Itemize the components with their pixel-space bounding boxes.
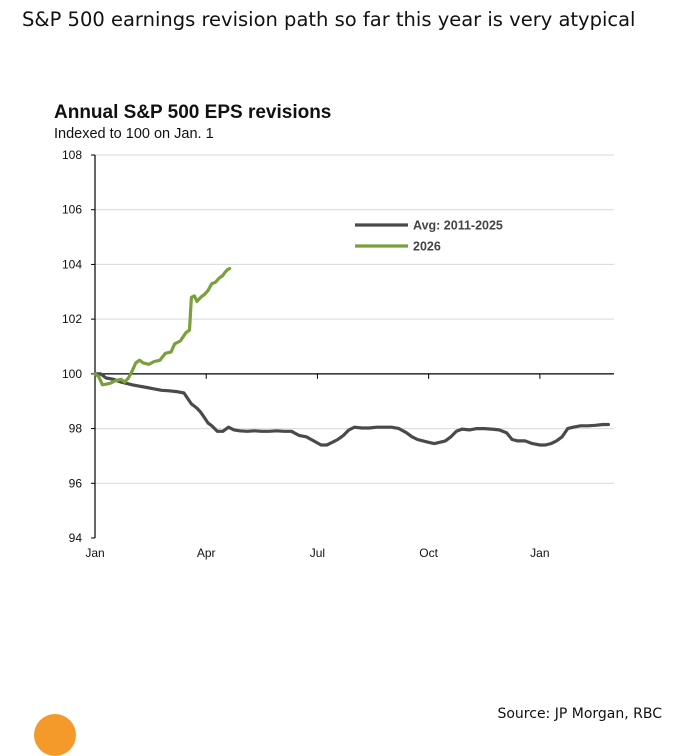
y-tick-label-94: 94 (69, 531, 83, 545)
y-tick-label-98: 98 (69, 422, 83, 436)
y-tick-label-102: 102 (62, 312, 82, 326)
y-tick-label-100: 100 (62, 367, 82, 381)
x-tick-label-1: Apr (197, 546, 216, 560)
chart-subtitle: Indexed to 100 on Jan. 1 (54, 126, 214, 142)
x-tick-label-3: Oct (419, 546, 438, 560)
series-line-avg-2011-2025 (93, 372, 610, 447)
series-line-2026 (93, 266, 232, 387)
x-tick-label-0: Jan (85, 546, 104, 560)
chart-legend: Avg: 2011-2025 2026 (355, 219, 503, 254)
y-axis-ticks: 94 96 98 100 102 104 106 108 (62, 148, 82, 545)
chart-title: Annual S&P 500 EPS revisions (54, 102, 331, 123)
legend-label-1: 2026 (413, 240, 441, 254)
x-tick-label-2: Jul (310, 546, 325, 560)
orange-circle-logo-icon (34, 714, 76, 756)
x-tick-label-4: Jan (530, 546, 549, 560)
y-tick-label-104: 104 (62, 257, 82, 271)
source-note: Source: JP Morgan, RBC (497, 706, 662, 722)
slide-title: S&P 500 earnings revision path so far th… (22, 8, 636, 31)
y-tick-label-96: 96 (69, 476, 83, 490)
y-tick-label-108: 108 (62, 148, 82, 162)
grid-lines (95, 154, 614, 484)
x-axis-ticks: Jan Apr Jul Oct Jan (85, 546, 549, 560)
legend-label-0: Avg: 2011-2025 (413, 219, 503, 233)
axes (91, 154, 614, 539)
eps-revisions-chart: Annual S&P 500 EPS revisions Indexed to … (54, 102, 614, 560)
series-lines (93, 266, 610, 447)
y-tick-label-106: 106 (62, 203, 82, 217)
